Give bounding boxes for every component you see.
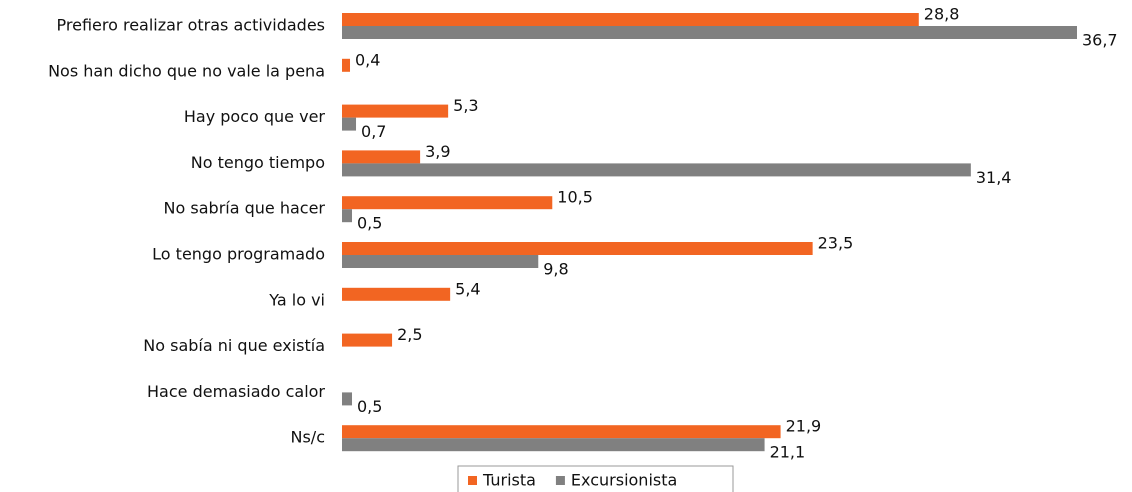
value-label: 0,4: [355, 50, 380, 69]
category-label: Ns/c: [291, 428, 326, 447]
category-label: No tengo tiempo: [191, 153, 325, 172]
bar: [342, 287, 451, 301]
value-label: 5,3: [453, 96, 478, 115]
bar: [342, 196, 553, 210]
bar: [342, 58, 351, 72]
category-label: Lo tengo programado: [152, 245, 325, 264]
bar: [342, 13, 919, 26]
value-label: 21,9: [786, 417, 822, 436]
legend-box: [457, 465, 734, 492]
value-label: 23,5: [818, 234, 854, 253]
value-label: 2,5: [397, 325, 422, 344]
category-label: No sabría que hacer: [164, 199, 326, 218]
bar: [342, 333, 393, 347]
value-label: 0,5: [357, 397, 382, 416]
legend-swatch: [468, 476, 477, 485]
category-label: Prefiero realizar otras actividades: [57, 16, 326, 35]
value-label: 36,7: [1082, 31, 1118, 50]
value-label: 31,4: [976, 168, 1012, 187]
legend-label: Turista: [482, 471, 536, 490]
bar: [342, 255, 539, 268]
bar: [342, 438, 765, 452]
value-label: 0,5: [357, 214, 382, 233]
bar: [342, 117, 357, 131]
value-label: 21,1: [770, 443, 806, 462]
bar: [342, 26, 1077, 39]
legend-label: Excursionista: [571, 471, 677, 490]
bar: [342, 425, 781, 439]
category-label: Hay poco que ver: [184, 107, 326, 126]
bar: [342, 392, 353, 406]
bar: [342, 163, 971, 177]
value-label: 28,8: [924, 5, 960, 24]
category-label: Ya lo vi: [268, 290, 325, 309]
value-label: 3,9: [425, 142, 450, 161]
value-label: 5,4: [455, 279, 480, 298]
category-label: No sabía ni que existía: [143, 336, 325, 355]
bar: [342, 209, 353, 223]
bar: [342, 104, 449, 118]
bar: [342, 242, 813, 255]
legend-swatch: [555, 476, 565, 485]
value-label: 0,7: [361, 122, 386, 141]
bar: [342, 150, 421, 164]
category-label: Nos han dicho que no vale la pena: [48, 61, 325, 80]
value-label: 9,8: [543, 260, 568, 279]
value-label: 10,5: [557, 188, 593, 207]
category-label: Hace demasiado calor: [147, 382, 325, 401]
